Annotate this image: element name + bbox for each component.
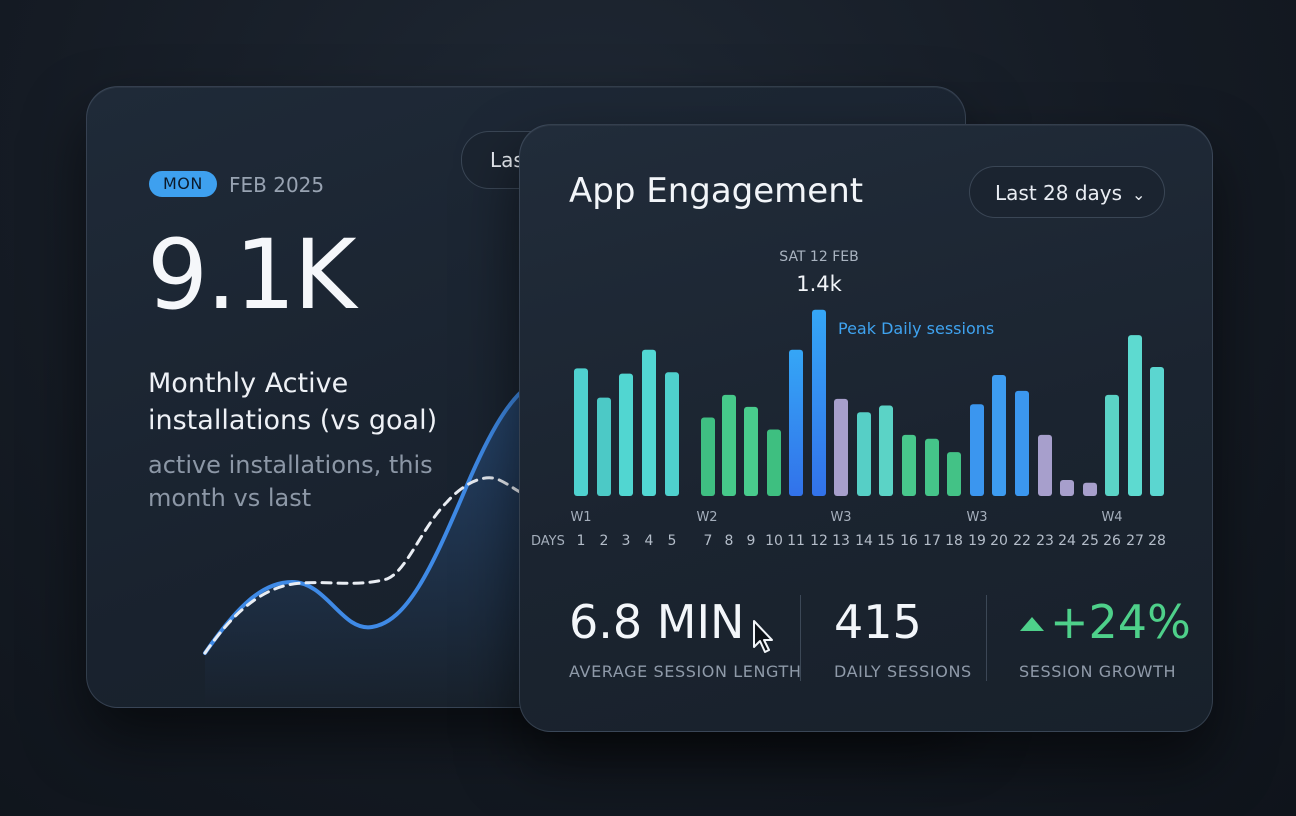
- bar-day-11: [789, 349, 803, 496]
- session-growth-value: +24%: [1050, 595, 1191, 649]
- week-label-4: W3: [966, 510, 987, 525]
- bar-day-10: [767, 429, 781, 496]
- bar-day-15: [879, 405, 893, 496]
- day-tick-14: 14: [855, 533, 873, 549]
- month-label: FEB 2025: [229, 173, 325, 197]
- mouse-cursor-icon: [753, 620, 773, 653]
- day-tick-5: 5: [668, 533, 677, 549]
- week-label-2: W2: [696, 510, 717, 525]
- day-tick-7: 7: [704, 533, 713, 549]
- bar-day-1: [574, 368, 588, 496]
- bar-day-5: [665, 372, 679, 496]
- day-tick-23: 23: [1036, 533, 1054, 549]
- days-axis-label: DAYS: [531, 534, 565, 549]
- week-label-1: W1: [570, 510, 591, 525]
- day-tick-10: 10: [765, 533, 783, 549]
- day-tick-9: 9: [747, 533, 756, 549]
- app-engagement-card: App Engagement Last 28 days ⌄ 1 2 3 4 5 7 8 9 10 1…: [519, 124, 1213, 732]
- day-tick-26: 26: [1103, 533, 1121, 549]
- metric-divider: [800, 595, 801, 681]
- day-tick-12: 12: [810, 533, 828, 549]
- installs-title: Monthly Active installations (vs goal): [148, 368, 438, 436]
- engagement-title: App Engagement: [569, 171, 864, 211]
- bar-day-25: [1083, 482, 1097, 496]
- bar-day-12: [812, 309, 826, 496]
- bar-day-18: [947, 452, 961, 496]
- day-tick-2: 2: [600, 533, 609, 549]
- avg-session-value: 6.8 MIN: [569, 595, 745, 649]
- daily-sessions-value: 415: [834, 595, 922, 649]
- bar-day-9: [744, 406, 758, 496]
- installs-current-line: [203, 385, 529, 655]
- peak-date-label: SAT 12 FEB: [779, 249, 858, 265]
- day-tick-28: 28: [1148, 533, 1166, 549]
- metric-divider: [986, 595, 987, 681]
- bar-day-2: [597, 397, 611, 496]
- bar-day-19: [970, 404, 984, 496]
- session-growth-label: SESSION GROWTH: [1019, 662, 1177, 681]
- day-tick-8: 8: [725, 533, 734, 549]
- bar-day-8: [722, 394, 736, 496]
- installs-trend-chart: [203, 385, 529, 707]
- day-badge: MON: [149, 171, 217, 197]
- bar-day-16: [902, 434, 916, 496]
- bar-day-24: [1060, 480, 1074, 496]
- day-tick-16: 16: [900, 533, 918, 549]
- bar-day-23: [1038, 434, 1052, 496]
- installs-goal-line: [203, 476, 522, 655]
- bar-day-3: [619, 373, 633, 496]
- bar-day-14: [857, 412, 871, 496]
- day-tick-24: 24: [1058, 533, 1076, 549]
- bar-day-28: [1150, 366, 1164, 496]
- bar-day-13: [834, 398, 848, 496]
- installs-value: 9.1K: [147, 219, 357, 331]
- bar-day-26: [1105, 394, 1119, 496]
- installs-area: [205, 387, 527, 707]
- day-tick-3: 3: [622, 533, 631, 549]
- day-tick-4: 4: [645, 533, 654, 549]
- day-tick-27: 27: [1126, 533, 1144, 549]
- day-tick-17: 17: [923, 533, 941, 549]
- avg-session-label: AVERAGE SESSION LENGTH: [569, 662, 802, 681]
- chevron-down-icon: ⌄: [1132, 185, 1146, 204]
- installs-note: active installations, this month vs last: [148, 451, 433, 512]
- daily-sessions-chart: 1 2 3 4 5 7 8 9 10 11 12 13 14 15 16 17 18 19 20 22 23 24 25 26…: [531, 249, 1166, 549]
- bar-day-27: [1128, 335, 1142, 496]
- bar-day-4: [642, 349, 656, 496]
- bar-day-17: [925, 438, 939, 496]
- week-label-5: W4: [1101, 510, 1122, 525]
- day-tick-18: 18: [945, 533, 963, 549]
- range-label: Last 28 days: [995, 181, 1123, 205]
- day-tick-11: 11: [787, 533, 805, 549]
- day-tick-22: 22: [1013, 533, 1031, 549]
- triangle-up-icon: [1020, 617, 1044, 631]
- peak-annotation: Peak Daily sessions: [838, 319, 994, 338]
- day-tick-1: 1: [577, 533, 586, 549]
- day-tick-19: 19: [968, 533, 986, 549]
- day-tick-15: 15: [877, 533, 895, 549]
- week-label-3: W3: [830, 510, 851, 525]
- day-tick-13: 13: [832, 533, 850, 549]
- day-tick-20: 20: [990, 533, 1008, 549]
- bar-day-22: [1015, 390, 1029, 496]
- bar-day-7: [701, 417, 715, 496]
- bar-day-20: [992, 374, 1006, 496]
- day-tick-25: 25: [1081, 533, 1099, 549]
- peak-value-label: 1.4k: [796, 272, 842, 296]
- daily-sessions-label: DAILY SESSIONS: [834, 662, 972, 681]
- range-dropdown[interactable]: Last 28 days ⌄: [969, 166, 1165, 218]
